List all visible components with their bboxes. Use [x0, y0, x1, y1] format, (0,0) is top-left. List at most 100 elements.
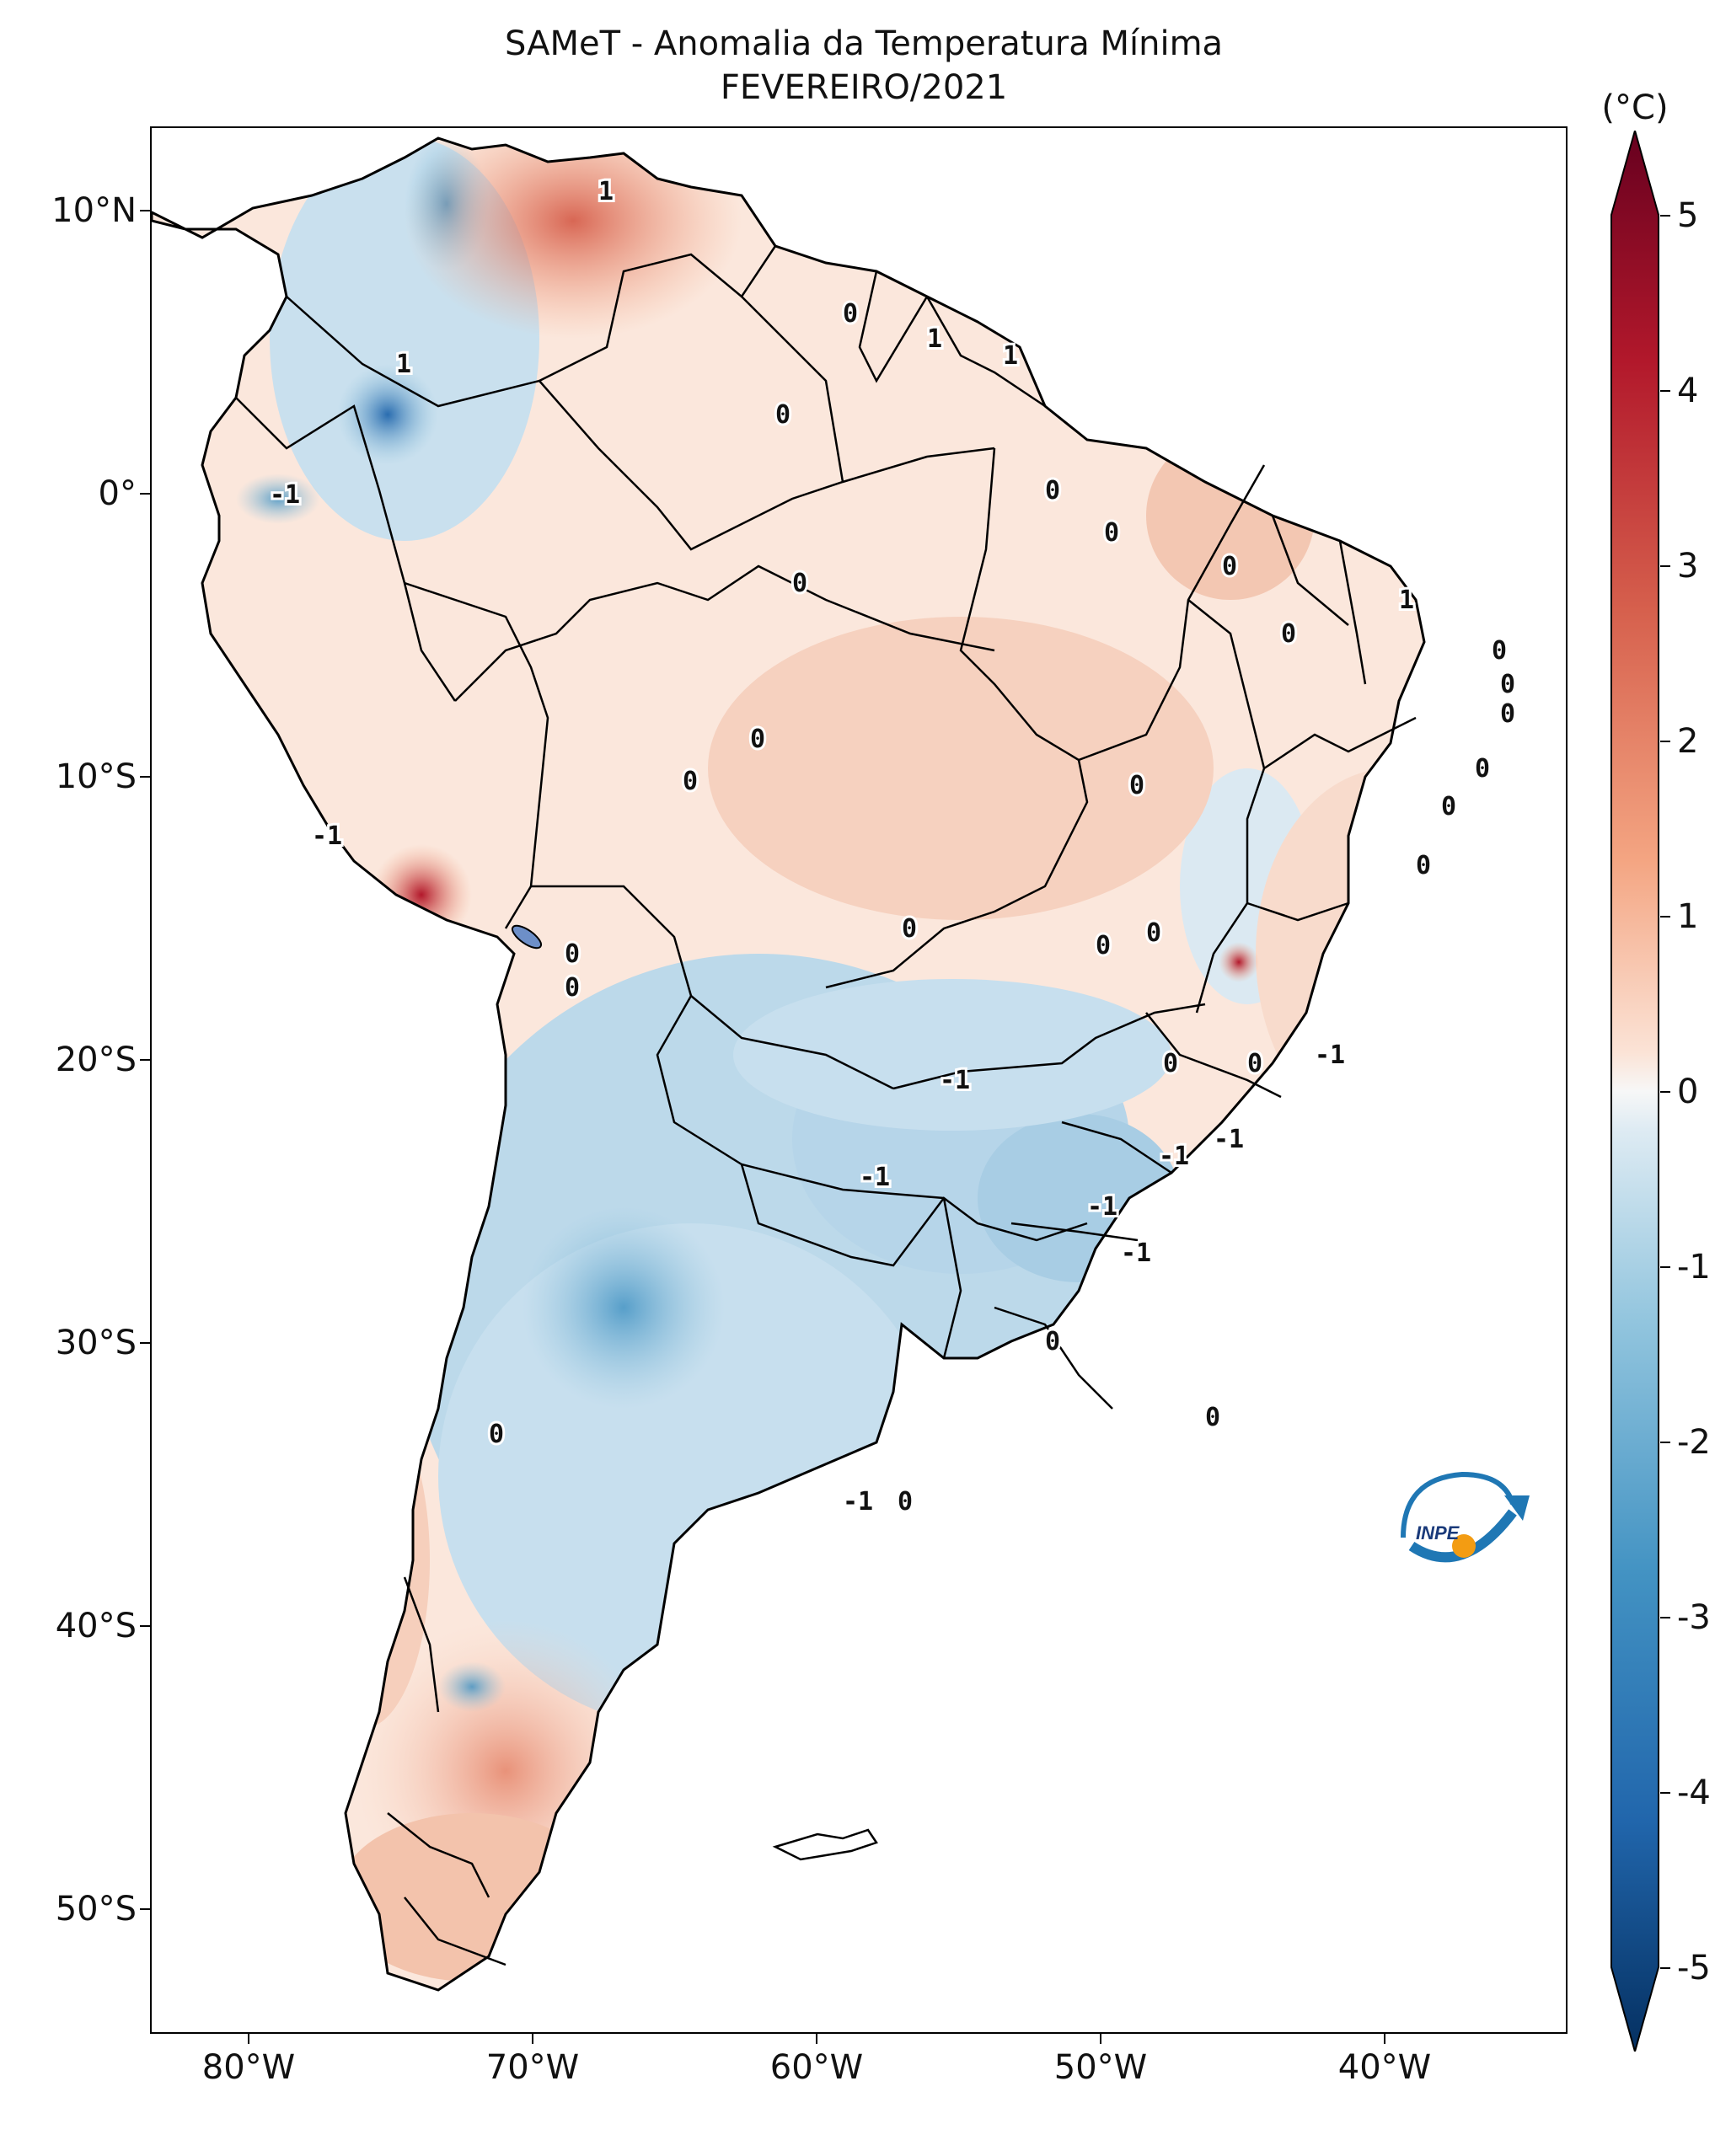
colorbar-tick — [1660, 1442, 1670, 1443]
contour-label: -1 — [940, 1066, 970, 1095]
contour-label: 0 — [898, 1487, 913, 1517]
colorbar-label: -3 — [1677, 1598, 1711, 1637]
contour-label: 0 — [775, 400, 790, 430]
lat-tick — [140, 1059, 150, 1061]
colorbar-tick — [1660, 1617, 1670, 1618]
contour-label: 0 — [1500, 670, 1515, 699]
colorbar-tick — [1660, 741, 1670, 742]
lat-tick — [140, 1908, 150, 1910]
colorbar-tick — [1660, 1792, 1670, 1794]
colorbar-tick — [1660, 390, 1670, 392]
contour-label: -1 — [1087, 1192, 1117, 1222]
colorbar-tick — [1660, 565, 1670, 567]
contour-label: 0 — [843, 299, 858, 329]
contour-label: 0 — [683, 767, 698, 796]
contour-label: -1 — [1121, 1238, 1151, 1268]
contour-label: 0 — [1104, 518, 1119, 548]
lon-tick — [248, 2034, 249, 2044]
contour-label: 0 — [1247, 1049, 1262, 1078]
contour-label: 1 — [598, 177, 614, 206]
contour-label: -1 — [1214, 1125, 1244, 1154]
contour-label: 0 — [902, 914, 917, 944]
contour-label: 0 — [1416, 851, 1431, 880]
contour-label: 0 — [1281, 619, 1296, 649]
lake-titicaca — [511, 924, 543, 950]
contour-label: 0 — [489, 1420, 504, 1449]
colorbar-tick — [1660, 215, 1670, 217]
lon-label: 50°W — [1053, 2048, 1148, 2087]
lon-label: 80°W — [201, 2048, 296, 2087]
contour-label: 0 — [1492, 636, 1507, 666]
lat-tick — [140, 493, 150, 495]
lat-label: 10°S — [55, 757, 137, 796]
lat-label: 30°S — [55, 1324, 137, 1362]
contour-label: 0 — [1045, 476, 1060, 506]
lat-label: 0° — [98, 474, 137, 513]
colorbar-label: 0 — [1677, 1073, 1699, 1111]
lon-tick — [816, 2034, 817, 2044]
lon-label: 40°W — [1337, 2048, 1432, 2087]
colorbar-label: 1 — [1677, 897, 1699, 936]
contour-label: -1 — [270, 480, 300, 510]
colorbar-unit: (°C) — [1601, 88, 1669, 127]
contour-label: 1 — [396, 350, 411, 379]
map-subtitle: FEVEREIRO/2021 — [720, 68, 1008, 107]
colorbar-label: -5 — [1677, 1949, 1711, 1987]
contour-label: 0 — [565, 939, 580, 969]
contour-label: 0 — [1205, 1403, 1220, 1432]
contour-label: 0 — [1163, 1049, 1178, 1078]
borders — [235, 245, 1417, 1966]
contour-label: -1 — [1159, 1142, 1189, 1171]
contour-label: 0 — [1475, 754, 1490, 784]
colorbar — [1610, 127, 1660, 2055]
contour-label: 0 — [565, 973, 580, 1003]
colorbar-tick — [1660, 916, 1670, 918]
lon-tick — [532, 2034, 533, 2044]
map-title: SAMeT - Anomalia da Temperatura Mínima — [504, 24, 1224, 63]
contour-label: 0 — [792, 569, 807, 598]
contour-label: 1 — [927, 324, 942, 354]
lon-tick — [1384, 2034, 1385, 2044]
lat-label: 40°S — [55, 1607, 137, 1645]
contour-label: 0 — [1129, 771, 1144, 800]
contour-label: 0 — [1222, 552, 1237, 581]
map-panel: 1 0 1 1 1 0 -1 0 0 0 0 0 1 0 0 0 0 0 0 0… — [150, 126, 1568, 2034]
lat-label: 20°S — [55, 1041, 137, 1079]
falkland-islands — [772, 1828, 878, 1861]
contour-label: 1 — [1399, 586, 1414, 615]
contour-label: 1 — [1003, 341, 1018, 371]
lon-label: 70°W — [485, 2048, 580, 2087]
contour-label: 0 — [1096, 931, 1111, 960]
contour-label: 0 — [1441, 792, 1456, 821]
lat-tick — [140, 210, 150, 211]
colorbar-tick — [1660, 1266, 1670, 1268]
colorbar-label: 5 — [1677, 196, 1699, 235]
contour-label: 0 — [750, 725, 765, 754]
lat-tick — [140, 1342, 150, 1344]
contour-label: -1 — [312, 821, 342, 851]
map-svg: 1 0 1 1 1 0 -1 0 0 0 0 0 1 0 0 0 0 0 0 0… — [152, 136, 1518, 1992]
colorbar-label: -2 — [1677, 1423, 1711, 1462]
inpe-logo-text: INPE — [1416, 1522, 1460, 1543]
colorbar-label: -4 — [1677, 1773, 1711, 1812]
lat-label: 50°S — [55, 1890, 137, 1929]
contour-labels: 1 0 1 1 1 0 -1 0 0 0 0 0 1 0 0 0 0 0 0 0… — [267, 174, 1518, 1519]
contour-label: 0 — [1146, 918, 1161, 948]
coastline — [152, 136, 1426, 1992]
contour-label: 0 — [1500, 699, 1515, 729]
contour-label: -1 — [1315, 1041, 1345, 1070]
contour-label: -1 — [843, 1487, 873, 1517]
colorbar-tick — [1660, 1967, 1670, 1969]
lon-label: 60°W — [769, 2048, 864, 2087]
lat-label: 10°N — [51, 191, 137, 230]
contour-label: -1 — [860, 1163, 890, 1192]
inpe-logo: INPE — [1386, 1462, 1538, 1571]
colorbar-label: 4 — [1677, 372, 1699, 410]
colorbar-label: 3 — [1677, 547, 1699, 586]
colorbar-label: 2 — [1677, 722, 1699, 761]
lat-tick — [140, 776, 150, 778]
lon-tick — [1100, 2034, 1101, 2044]
colorbar-label: -1 — [1677, 1248, 1711, 1287]
contour-label: 0 — [1045, 1327, 1060, 1356]
colorbar-tick — [1660, 1091, 1670, 1093]
